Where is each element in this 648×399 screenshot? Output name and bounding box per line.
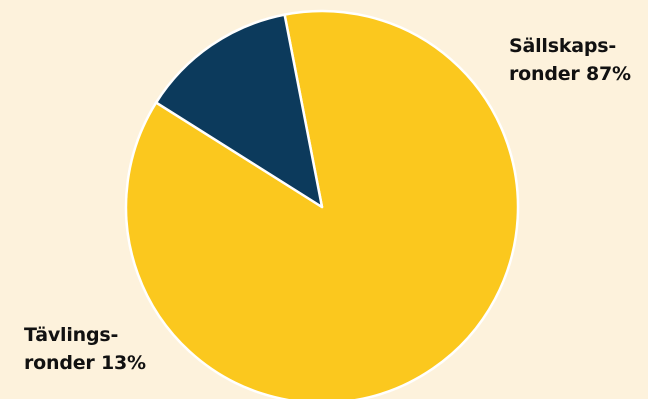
slice-label-tavlingsronder-line2: ronder 13% bbox=[24, 351, 146, 374]
slice-label-tavlingsronder-line1: Tävlings- bbox=[24, 324, 119, 346]
slice-label-sallskapsronder-line2: ronder 87% bbox=[509, 62, 631, 85]
slice-label-sallskapsronder-line1: Sällskaps- bbox=[509, 35, 617, 57]
pie-slice-1 bbox=[154, 13, 324, 209]
pie-slices bbox=[124, 9, 520, 399]
slice-label-sallskapsronder: Sällskaps- ronder 87% bbox=[509, 33, 631, 88]
slice-label-tavlingsronder: Tävlings- ronder 13% bbox=[24, 322, 146, 377]
